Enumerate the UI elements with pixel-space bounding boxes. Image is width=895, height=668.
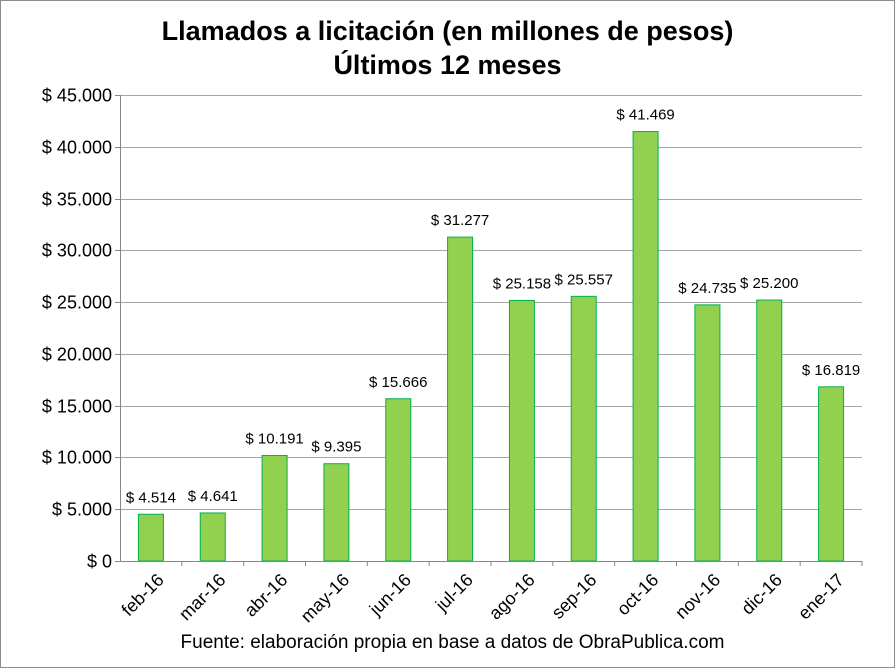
data-label: $ 24.735 — [678, 280, 736, 297]
y-tick-label: $ 45.000 — [42, 86, 112, 106]
x-tick-label: abr-16 — [240, 570, 291, 621]
data-label: $ 9.395 — [311, 439, 361, 456]
y-tick-label: $ 20.000 — [42, 345, 112, 365]
source-note: Fuente: elaboración propia en base a dat… — [180, 632, 725, 653]
bar — [818, 386, 845, 562]
axes — [120, 95, 862, 562]
data-label: $ 25.557 — [555, 271, 613, 288]
bar — [137, 513, 164, 562]
bar — [570, 295, 597, 562]
gridlines — [120, 95, 862, 510]
bar — [323, 463, 350, 562]
x-tick-label: dic-16 — [737, 570, 786, 619]
bar — [508, 299, 535, 562]
x-tick-label: jul-16 — [431, 570, 477, 616]
y-tick-label: $ 35.000 — [42, 190, 112, 210]
bar — [199, 512, 226, 562]
bar — [447, 236, 474, 562]
x-axis-ticks: feb-16 mar-16 abr-16 may-16 jun-16 jul-16 ago-… — [118, 561, 863, 627]
y-tick-label: $ 5.000 — [52, 500, 112, 520]
x-tick-label: jun-16 — [365, 570, 415, 620]
data-label: $ 15.666 — [369, 374, 427, 391]
y-axis-ticks: $ 0 $ 5.000 $ 10.000 $ 15.000 $ 20.000 $ 25.0… — [42, 86, 120, 572]
y-tick-label: $ 15.000 — [42, 397, 112, 417]
x-tick-label: mar-16 — [175, 570, 229, 624]
data-label: $ 4.641 — [188, 488, 238, 505]
y-tick-label: $ 30.000 — [42, 241, 112, 261]
bar — [385, 398, 412, 562]
y-tick-label: $ 40.000 — [42, 138, 112, 158]
data-label: $ 25.158 — [493, 275, 551, 292]
data-labels: $ 4.514 $ 4.641 $ 10.191 $ 9.395 $ 15.666 $ 3… — [126, 107, 860, 507]
data-label: $ 31.277 — [431, 212, 489, 229]
x-tick-label: sep-16 — [548, 570, 601, 623]
y-tick-label: $ 0 — [87, 552, 112, 572]
chart-title-line-1: Llamados a licitación (en millones de pe… — [161, 16, 734, 46]
data-label: $ 25.200 — [740, 275, 798, 292]
x-tick-label: may-16 — [297, 570, 354, 627]
bar — [694, 304, 721, 562]
chart-title: Llamados a licitación (en millones de pe… — [0, 14, 895, 82]
data-label: $ 41.469 — [616, 107, 674, 124]
y-tick-label: $ 25.000 — [42, 293, 112, 313]
data-label: $ 10.191 — [245, 430, 303, 447]
x-tick-label: ene-17 — [794, 570, 848, 624]
x-tick-label: ago-16 — [485, 570, 539, 624]
x-tick-label: nov-16 — [671, 570, 724, 623]
data-label: $ 4.514 — [126, 489, 176, 506]
x-tick-label: oct-16 — [613, 570, 663, 620]
x-tick-label: feb-16 — [118, 570, 168, 620]
y-tick-label: $ 10.000 — [42, 448, 112, 468]
chart-title-line-2: Últimos 12 meses — [333, 50, 562, 80]
data-label: $ 16.819 — [802, 362, 860, 379]
bar — [756, 299, 783, 562]
bar — [632, 131, 659, 562]
bars — [137, 131, 845, 562]
bar — [261, 454, 288, 562]
